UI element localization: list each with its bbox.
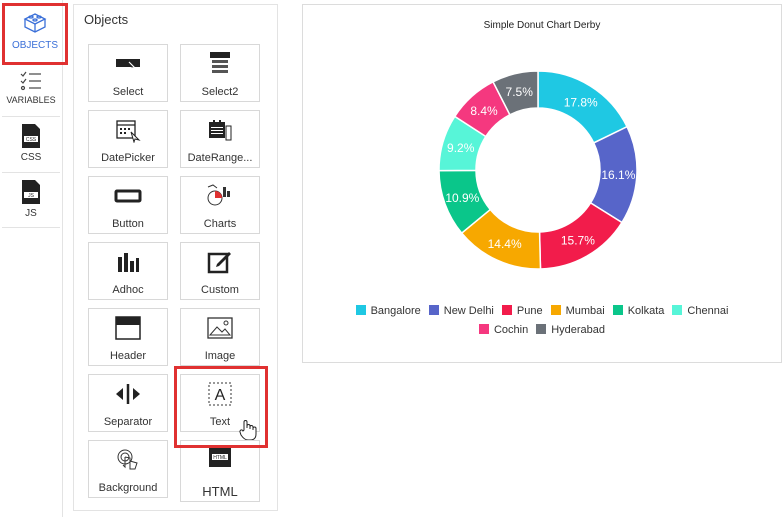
donut-data-label: 10.9% [445,191,479,205]
checklist-icon [2,70,60,95]
legend-item-bangalore[interactable]: Bangalore [355,302,421,321]
rail-objects[interactable]: OBJECTS [2,3,68,65]
donut-data-label: 7.5% [506,85,534,99]
tile-label: Image [204,350,236,362]
css-file-icon: CSS [2,123,60,152]
legend-item-cochin[interactable]: Cochin [478,321,529,340]
tile-button[interactable]: Button [88,176,168,234]
tile-label: Charts [203,218,237,230]
legend-item-chennai[interactable]: Chennai [672,302,728,321]
image-icon [181,315,259,341]
hand-cursor-icon [239,419,257,446]
chart-card[interactable]: Simple Donut Chart Derby 17.8% 16.1% 15.7%… [302,4,782,363]
chart-title: Simple Donut Chart Derby [483,20,601,31]
js-file-icon: JS [2,179,60,208]
tile-image[interactable]: Image [180,308,260,366]
legend-swatch [355,305,366,315]
legend-label: Kolkata [627,305,665,317]
legend-item-mumbai[interactable]: Mumbai [550,302,605,321]
touch-icon [89,447,167,473]
legend-swatch [612,305,623,315]
legend-label: Mumbai [565,305,605,317]
legend-item-pune[interactable]: Pune [501,302,543,321]
select-icon [89,51,167,77]
legend-swatch [478,324,489,334]
legend-label: New Delhi [443,305,494,317]
rail-js[interactable]: JS JS [2,173,60,228]
legend-label: Hyderabad [551,324,606,336]
tile-label: Custom [201,284,239,296]
tile-label: Button [112,218,144,230]
donut-data-label: 15.7% [561,233,595,247]
donut-data-label: 17.8% [564,95,598,109]
charts-icon [181,183,259,209]
tile-label: Header [109,350,147,362]
button-icon [89,183,167,209]
calendar-icon [89,117,167,143]
tile-daterange[interactable]: DateRange... [180,110,260,168]
legend-label: Chennai [687,305,729,317]
legend-swatch [550,305,561,315]
tile-label: Adhoc [112,284,144,296]
tile-label: Background [98,482,158,494]
custom-edit-icon [181,249,259,275]
tile-label: DatePicker [101,152,155,164]
svg-text:A: A [215,387,226,404]
rail-js-label: JS [25,208,37,219]
tile-select2[interactable]: Select2 [180,44,260,102]
legend-label: Bangalore [370,305,421,317]
rail-variables-label: VARIABLES [6,95,56,105]
donut-data-label: 8.4% [470,104,498,118]
date-range-icon [181,117,259,143]
legend-item-kolkata[interactable]: Kolkata [612,302,665,321]
svg-text:HTML: HTML [213,455,227,461]
bar-chart-icon [89,249,167,275]
header-icon [89,315,167,341]
tile-header[interactable]: Header [88,308,168,366]
legend-label: Pune [516,305,543,317]
tile-label: Select2 [201,86,239,98]
objects-palette: Objects Select Select2 DatePicker DateRa… [73,4,278,511]
text-icon: A [181,381,259,407]
tile-html[interactable]: HTML HTML [180,440,260,502]
rail-variables[interactable]: VARIABLES [2,68,60,117]
tile-adhoc[interactable]: Adhoc [88,242,168,300]
tile-text[interactable]: A Text [180,374,260,441]
tile-custom[interactable]: Custom [180,242,260,300]
tile-background[interactable]: Background [88,440,168,498]
left-rail: OBJECTS VARIABLES CSS CSS [0,0,68,517]
donut-chart: 17.8% 16.1% 15.7% 14.4% 10.9% 9.2% 8.4% 7.5% [438,70,638,270]
objects-blocks-icon [5,11,65,38]
tile-separator[interactable]: Separator [88,374,168,432]
tile-label: HTML [202,484,238,499]
tile-label: Select [112,86,144,98]
tile-label: Separator [103,416,153,428]
svg-text:JS: JS [28,193,35,199]
donut-data-label: 9.2% [447,141,475,155]
donut-data-label: 16.1% [601,168,635,182]
legend-item-new-delhi[interactable]: New Delhi [428,302,494,321]
donut-slice-hyderabad[interactable] [492,70,539,116]
legend-swatch [428,305,439,315]
rail-css-label: CSS [20,152,42,163]
rail-objects-label: OBJECTS [11,40,59,51]
donut-data-label: 14.4% [488,237,522,251]
chart-legend: Bangalore New Delhi Pune Mumbai Kolkata Chenn… [317,302,767,340]
tile-datepicker[interactable]: DatePicker [88,110,168,168]
select2-icon [181,51,259,77]
tile-charts[interactable]: Charts [180,176,260,234]
legend-item-hyderabad[interactable]: Hyderabad [536,321,605,340]
html-icon: HTML [181,445,259,471]
legend-swatch [501,305,512,315]
legend-swatch [672,305,683,315]
legend-swatch [536,324,547,334]
tile-select[interactable]: Select [88,44,168,102]
tile-label: DateRange... [187,152,253,164]
legend-label: Cochin [493,324,529,336]
palette-title: Objects [84,12,129,27]
svg-text:CSS: CSS [26,137,37,143]
separator-icon [89,381,167,407]
rail-css[interactable]: CSS CSS [2,117,60,173]
